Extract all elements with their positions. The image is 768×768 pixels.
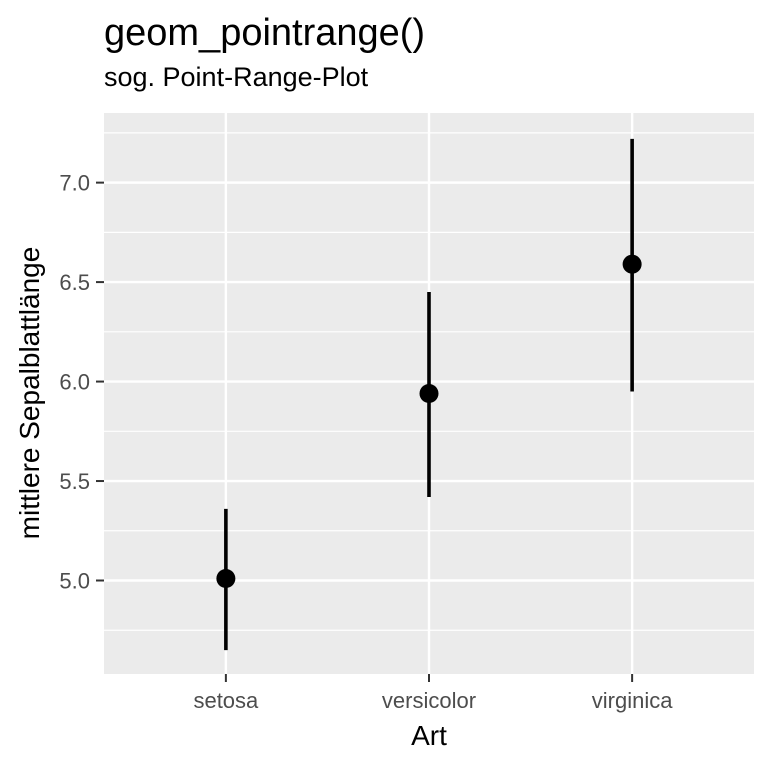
chart-subtitle: sog. Point-Range-Plot	[104, 62, 369, 92]
chart-title: geom_pointrange()	[104, 12, 426, 54]
pointrange-point	[419, 384, 439, 403]
pointrange-point	[622, 254, 642, 274]
y-tick-label: 6.5	[59, 270, 90, 295]
x-tick-label: versicolor	[382, 688, 476, 713]
y-tick-label: 6.0	[59, 370, 90, 395]
y-tick-label: 5.0	[59, 569, 90, 594]
y-tick-label: 5.5	[59, 469, 90, 494]
x-tick-label: virginica	[592, 688, 673, 713]
y-axis-title: mittlere Sepalblattlänge	[14, 246, 45, 540]
pointrange-point	[216, 569, 236, 589]
x-tick-label: setosa	[193, 688, 259, 713]
y-tick-label: 7.0	[59, 171, 90, 196]
x-axis-title: Art	[411, 720, 447, 751]
